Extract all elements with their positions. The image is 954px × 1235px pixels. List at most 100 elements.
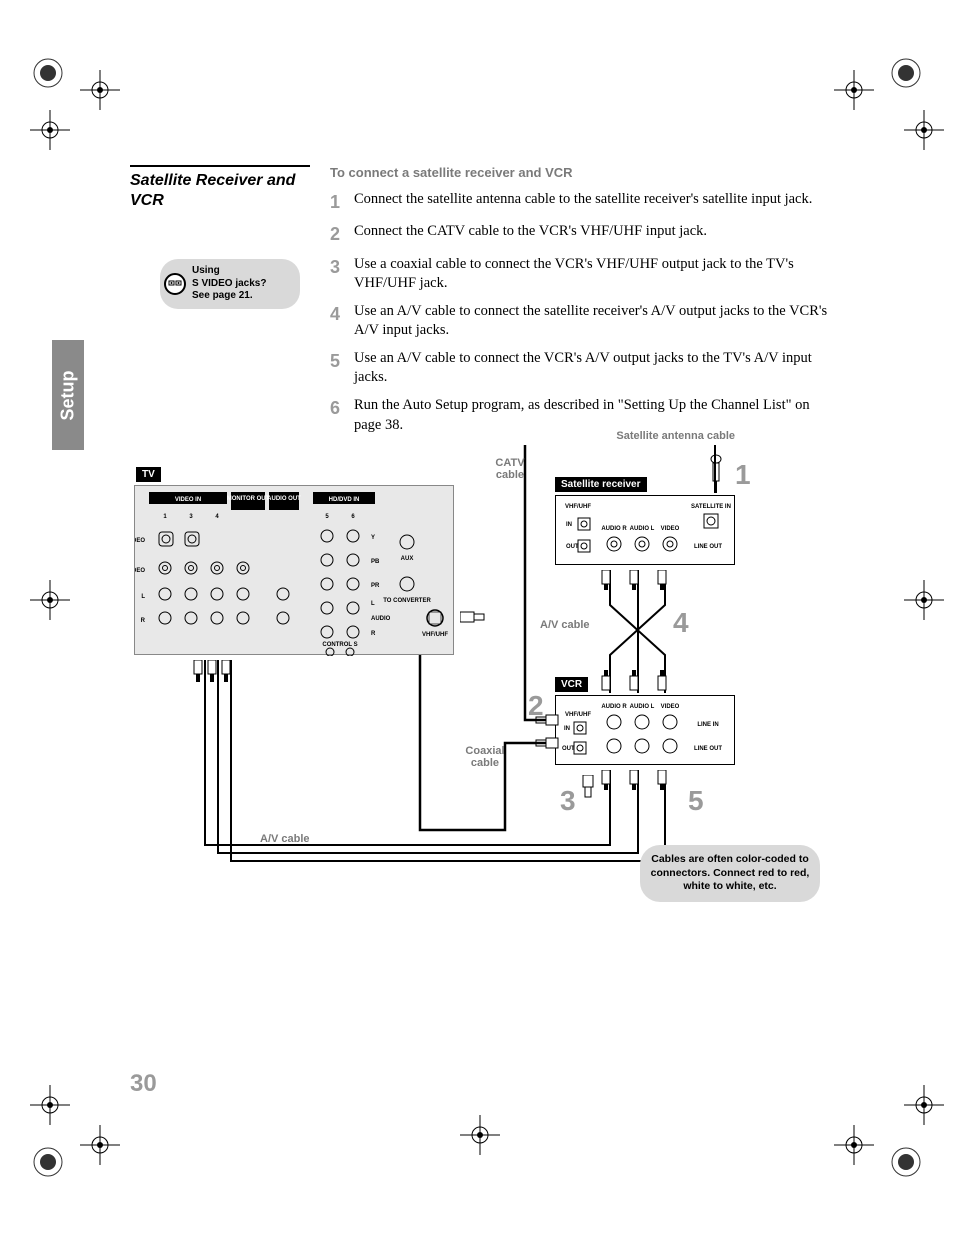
svg-text:VIDEO: VIDEO bbox=[661, 526, 680, 532]
rca-plugs-icon bbox=[600, 770, 680, 800]
svg-text:5: 5 bbox=[325, 514, 329, 520]
svg-text:S VIDEO: S VIDEO bbox=[135, 538, 145, 544]
svg-text:VHF/UHF: VHF/UHF bbox=[422, 632, 448, 638]
step-number: 4 bbox=[330, 302, 354, 341]
sat-antenna-label: Satellite antenna cable bbox=[605, 430, 735, 442]
crop-mark bbox=[30, 110, 90, 150]
diagram-step-number: 2 bbox=[528, 690, 544, 722]
step-text: Use an A/V cable to connect the VCR's A/… bbox=[354, 349, 830, 388]
svg-text:IN: IN bbox=[566, 522, 572, 528]
step-text: Connect the satellite antenna cable to t… bbox=[354, 190, 830, 214]
intro-heading: To connect a satellite receiver and VCR bbox=[330, 165, 830, 180]
svg-text:TO CONVERTER: TO CONVERTER bbox=[383, 598, 431, 604]
tv-panel: VIDEO IN MONITOR OUT AUDIO OUT HD/DVD IN… bbox=[134, 485, 454, 655]
svg-text:PR: PR bbox=[371, 583, 380, 589]
svg-text:4: 4 bbox=[215, 514, 219, 520]
step-text: Use an A/V cable to connect the satellit… bbox=[354, 302, 830, 341]
step-item: 5Use an A/V cable to connect the VCR's A… bbox=[330, 349, 830, 388]
sat-receiver-label: Satellite receiver bbox=[555, 477, 647, 492]
section-tab-label: Setup bbox=[58, 370, 79, 420]
connection-diagram: TV VIDEO IN MONITOR OUT AUDIO OUT HD/DVD… bbox=[130, 445, 830, 945]
svg-text:VHF/UHF: VHF/UHF bbox=[565, 504, 591, 510]
step-text: Connect the CATV cable to the VCR's VHF/… bbox=[354, 222, 830, 246]
rca-plugs-icon bbox=[192, 660, 252, 700]
step-item: 2Connect the CATV cable to the VCR's VHF… bbox=[330, 222, 830, 246]
rca-plugs-icon bbox=[600, 570, 680, 600]
f-connector-icon bbox=[581, 775, 595, 801]
page-number: 30 bbox=[130, 1070, 157, 1098]
vcr-label: VCR bbox=[555, 677, 588, 692]
svg-text:VIDEO: VIDEO bbox=[661, 704, 680, 710]
diagram-step-number: 5 bbox=[688, 785, 704, 817]
svg-text:L: L bbox=[141, 594, 145, 600]
svg-text:LINE OUT: LINE OUT bbox=[694, 746, 722, 752]
crop-mark bbox=[884, 1085, 944, 1125]
crop-mark bbox=[30, 580, 90, 620]
svg-text:AUDIO R: AUDIO R bbox=[601, 704, 627, 710]
svg-text:LINE IN: LINE IN bbox=[697, 722, 718, 728]
svg-text:SATELLITE IN: SATELLITE IN bbox=[691, 504, 731, 510]
step-item: 4Use an A/V cable to connect the satelli… bbox=[330, 302, 830, 341]
tip-callout: Using S VIDEO jacks? See page 21. bbox=[160, 259, 300, 309]
svg-text:AUDIO L: AUDIO L bbox=[630, 704, 655, 710]
crop-mark bbox=[30, 1085, 90, 1125]
svg-text:AUDIO: AUDIO bbox=[371, 616, 391, 622]
svg-text:VIDEO: VIDEO bbox=[135, 568, 145, 574]
diagram-step-number: 4 bbox=[673, 607, 689, 639]
av-cable-label: A/V cable bbox=[540, 619, 590, 631]
svg-text:Y: Y bbox=[371, 535, 375, 541]
svg-text:AUDIO L: AUDIO L bbox=[630, 526, 655, 532]
catv-cable-label: CATV cable bbox=[480, 457, 540, 481]
step-item: 6Run the Auto Setup program, as describe… bbox=[330, 396, 830, 435]
svg-text:1: 1 bbox=[163, 514, 167, 520]
coax-cable-label: Coaxial cable bbox=[455, 745, 515, 769]
step-number: 6 bbox=[330, 396, 354, 435]
diagram-step-number: 3 bbox=[560, 785, 576, 817]
step-text: Run the Auto Setup program, as described… bbox=[354, 396, 830, 435]
f-connector-icon bbox=[534, 736, 560, 750]
crop-mark bbox=[884, 580, 944, 620]
svg-text:HD/DVD IN: HD/DVD IN bbox=[329, 497, 360, 503]
antenna-plug-icon bbox=[708, 453, 724, 493]
step-item: 3Use a coaxial cable to connect the VCR'… bbox=[330, 255, 830, 294]
crop-mark bbox=[884, 110, 944, 150]
svg-text:MONITOR OUT: MONITOR OUT bbox=[227, 496, 270, 502]
step-number: 3 bbox=[330, 255, 354, 294]
tv-label: TV bbox=[136, 467, 161, 482]
sat-receiver-panel: VHF/UHF SATELLITE IN IN OUT AUDIO R AUDI… bbox=[555, 495, 735, 565]
svg-text:CONTROL S: CONTROL S bbox=[322, 642, 357, 648]
section-tab: Setup bbox=[52, 340, 84, 450]
step-number: 2 bbox=[330, 222, 354, 246]
diagram-step-number: 1 bbox=[735, 459, 751, 491]
svg-text:AUX: AUX bbox=[401, 556, 414, 562]
f-connector-icon bbox=[460, 609, 490, 625]
svg-text:VIDEO IN: VIDEO IN bbox=[175, 497, 201, 503]
step-list: 1Connect the satellite antenna cable to … bbox=[330, 190, 830, 435]
step-text: Use a coaxial cable to connect the VCR's… bbox=[354, 255, 830, 294]
svg-text:L: L bbox=[371, 601, 375, 607]
svg-text:AUDIO R: AUDIO R bbox=[601, 526, 627, 532]
tip-line: See page 21. bbox=[192, 290, 292, 303]
step-number: 5 bbox=[330, 349, 354, 388]
crop-mark bbox=[460, 1115, 500, 1155]
color-code-note: Cables are often color-coded to connecto… bbox=[640, 845, 820, 902]
tip-icon bbox=[164, 273, 186, 295]
svg-text:IN: IN bbox=[564, 726, 570, 732]
section-title: Satellite Receiver and VCR bbox=[130, 165, 310, 211]
tip-line: S VIDEO jacks? bbox=[192, 278, 292, 291]
svg-text:OUT: OUT bbox=[566, 544, 579, 550]
tv-panel-svg: VIDEO IN MONITOR OUT AUDIO OUT HD/DVD IN… bbox=[135, 486, 455, 656]
svg-text:LINE OUT: LINE OUT bbox=[694, 544, 722, 550]
vcr-panel: VHF/UHF IN OUT AUDIO R AUDIO L VIDEO LIN… bbox=[555, 695, 735, 765]
svg-text:R: R bbox=[141, 618, 146, 624]
tip-line: Using bbox=[192, 265, 292, 278]
svg-text:3: 3 bbox=[189, 514, 193, 520]
svg-text:6: 6 bbox=[351, 514, 355, 520]
step-number: 1 bbox=[330, 190, 354, 214]
av-cable-bottom-label: A/V cable bbox=[260, 833, 310, 845]
svg-text:VHF/UHF: VHF/UHF bbox=[565, 712, 591, 718]
svg-text:AUDIO OUT: AUDIO OUT bbox=[267, 496, 301, 502]
svg-text:OUT: OUT bbox=[562, 746, 575, 752]
step-item: 1Connect the satellite antenna cable to … bbox=[330, 190, 830, 214]
svg-text:R: R bbox=[371, 631, 376, 637]
